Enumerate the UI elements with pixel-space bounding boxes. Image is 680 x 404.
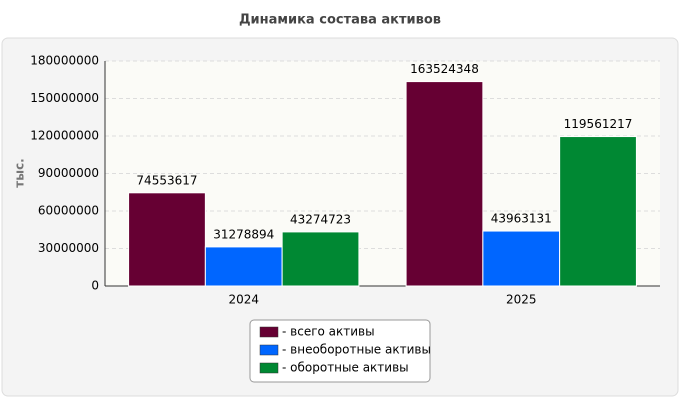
legend [249, 319, 431, 383]
data-label: 43963131 [491, 212, 552, 226]
data-label: 31278894 [213, 227, 274, 241]
y-tick-label: 180000000 [30, 54, 99, 68]
legend-label: - внеоборотные активы [282, 343, 431, 357]
bar [204, 246, 283, 287]
bar [559, 136, 637, 287]
data-label: 163524348 [410, 62, 479, 76]
x-tick-label: 2024 [228, 293, 259, 307]
legend-swatch [259, 344, 279, 356]
bar [405, 81, 484, 287]
y-tick-label: 120000000 [30, 129, 99, 143]
legend-swatch [259, 326, 279, 338]
y-tick-label: 90000000 [38, 166, 99, 180]
data-label: 43274723 [290, 212, 351, 226]
legend-swatch [259, 362, 279, 374]
y-tick-label: 150000000 [30, 91, 99, 105]
y-tick-label: 30000000 [38, 241, 99, 255]
bar [128, 192, 206, 287]
chart-title: Динамика состава активов [239, 13, 441, 28]
y-axis-label: тыс. [13, 158, 27, 187]
data-label: 74553617 [136, 173, 197, 187]
legend-label: - всего активы [282, 325, 375, 339]
bar [281, 231, 360, 287]
y-tick-label: 0 [91, 279, 99, 293]
y-tick-label: 60000000 [38, 204, 99, 218]
bar [482, 230, 561, 287]
x-tick-label: 2025 [506, 293, 537, 307]
data-label: 119561217 [564, 117, 633, 131]
legend-label: - оборотные активы [282, 361, 409, 375]
